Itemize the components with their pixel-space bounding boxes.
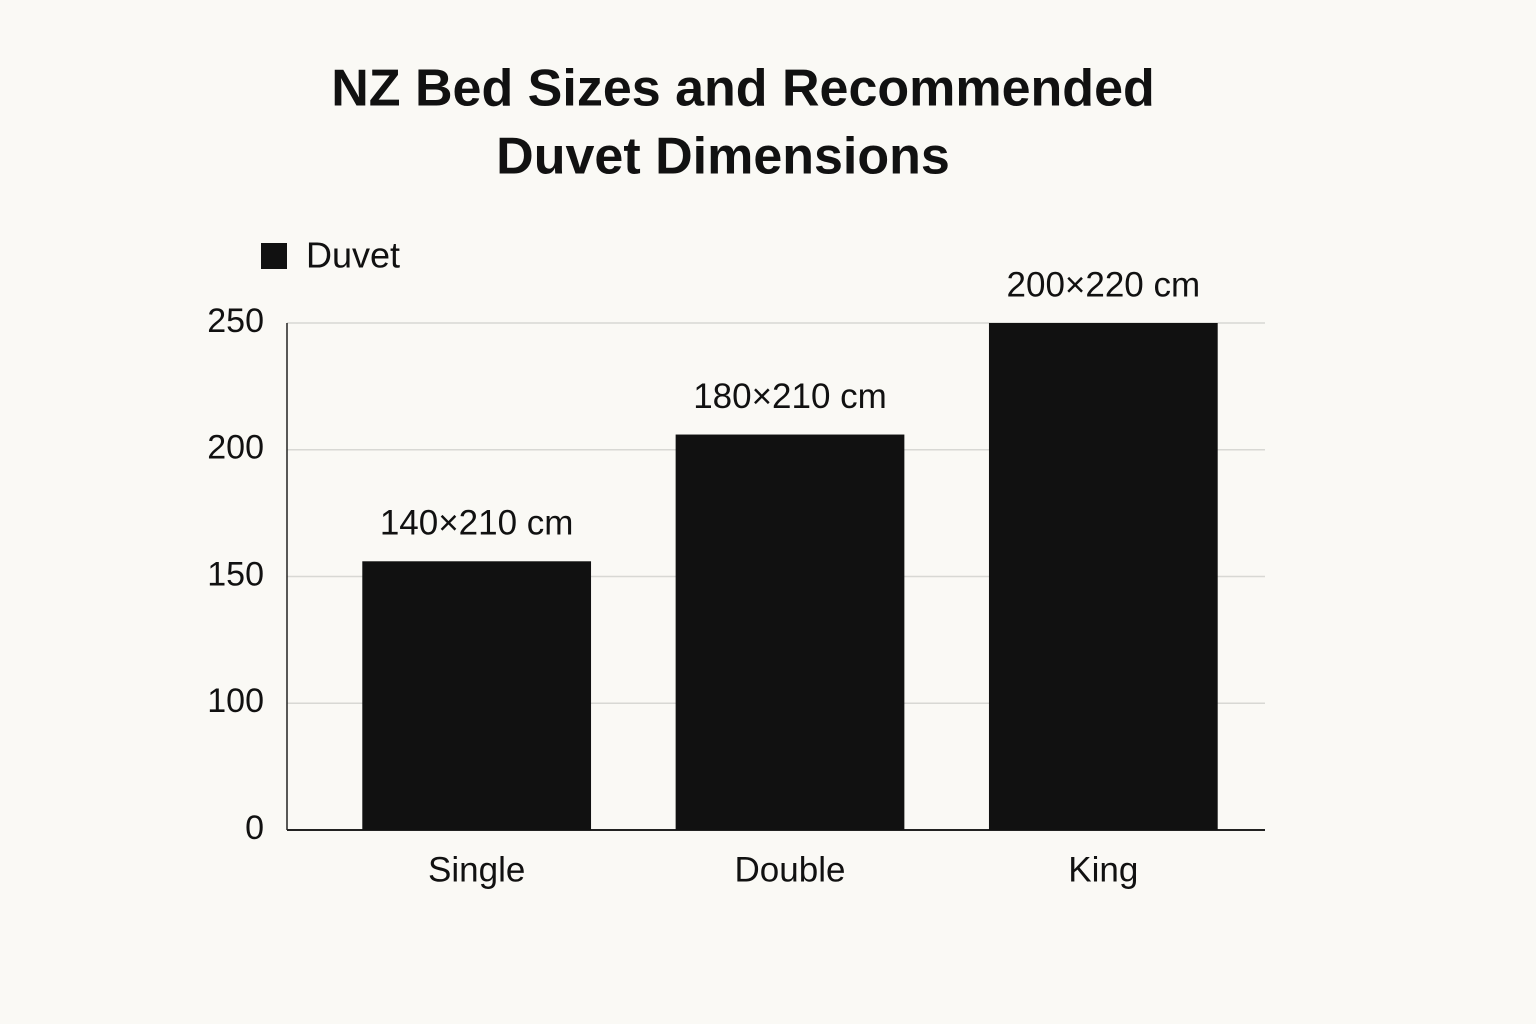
y-tick-label: 100 <box>207 682 264 720</box>
chart-title: Duvet Dimensions <box>496 128 950 186</box>
legend-swatch <box>261 243 287 269</box>
bar <box>362 561 592 830</box>
y-tick-label: 200 <box>207 429 264 467</box>
y-tick-label: 0 <box>245 809 264 847</box>
chart-title: NZ Bed Sizes and Recommended <box>331 60 1155 118</box>
x-tick-label: Double <box>735 850 846 889</box>
y-tick-label: 150 <box>207 555 264 593</box>
bar-annotation: 200×220 cm <box>1007 265 1201 304</box>
y-tick-label: 250 <box>207 302 264 340</box>
x-tick-label: Single <box>428 850 525 889</box>
bar-annotation: 140×210 cm <box>380 504 574 543</box>
bar <box>675 434 905 830</box>
bar-annotation: 180×210 cm <box>693 377 887 416</box>
x-tick-label: King <box>1068 850 1138 889</box>
legend-label: Duvet <box>306 235 400 276</box>
bar <box>988 323 1218 830</box>
